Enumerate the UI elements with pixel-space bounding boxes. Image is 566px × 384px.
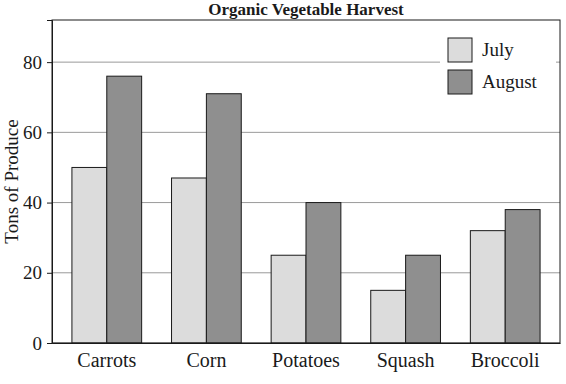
legend-swatch (448, 70, 472, 94)
legend-label: August (482, 71, 538, 92)
legend: July August (440, 30, 556, 110)
y-tick-label: 60 (23, 122, 42, 143)
y-tick-label: 0 (33, 333, 43, 354)
bar (107, 76, 142, 343)
bar (306, 203, 341, 343)
bar (406, 255, 441, 343)
y-tick-mark (47, 273, 52, 274)
y-tick-mark (47, 203, 52, 204)
y-tick: 80 (23, 52, 52, 73)
bar (206, 94, 241, 343)
bar (371, 290, 406, 343)
title: Organic Vegetable Harvest (208, 0, 404, 19)
y-tick: 20 (23, 262, 52, 283)
x-tick-label: Potatoes (272, 349, 340, 371)
x-tick: Carrots (77, 343, 136, 371)
y-axis-title: Tons of Produce (1, 119, 22, 243)
series (107, 76, 540, 343)
legend-swatch (448, 38, 472, 62)
x-tick: Squash (377, 343, 435, 372)
bars (72, 76, 540, 343)
chart: 0 20 40 60 80 Carrots Corn Potatoes Squash Brocco… (0, 0, 566, 384)
y-axis-line (47, 21, 53, 344)
plot-frame (52, 20, 560, 343)
x-axis: Carrots Corn Potatoes Squash Broccoli (53, 343, 561, 372)
bar (72, 167, 107, 343)
y-tick-mark (47, 132, 52, 133)
y-tick-label: 80 (23, 52, 42, 73)
y-tick-label: 40 (23, 192, 42, 213)
x-tick-label: Squash (377, 349, 435, 372)
legend-label: July (482, 39, 514, 60)
x-tick-label: Corn (186, 349, 226, 371)
x-tick-label: Carrots (77, 349, 136, 371)
y-tick-label: 20 (23, 262, 42, 283)
legend-item: July (448, 38, 514, 62)
y-axis: 0 20 40 60 80 (23, 21, 53, 354)
bar (271, 255, 306, 343)
legend-item: August (448, 70, 538, 94)
bar (172, 178, 207, 343)
y-tick-mark (47, 62, 52, 63)
y-tick-mark (47, 343, 52, 344)
y-tick: 60 (23, 122, 52, 143)
x-tick: Potatoes (272, 343, 340, 371)
plot: 0 20 40 60 80 Carrots Corn Potatoes Squash Brocco… (23, 20, 561, 372)
x-axis-line (53, 343, 561, 344)
x-tick-label: Broccoli (471, 349, 540, 371)
legend-box (440, 30, 556, 110)
y-tick: 0 (33, 333, 53, 354)
x-tick: Corn (186, 343, 226, 371)
bar (470, 231, 505, 343)
x-tick: Broccoli (471, 343, 540, 371)
bar (505, 210, 540, 343)
y-tick: 40 (23, 192, 52, 213)
